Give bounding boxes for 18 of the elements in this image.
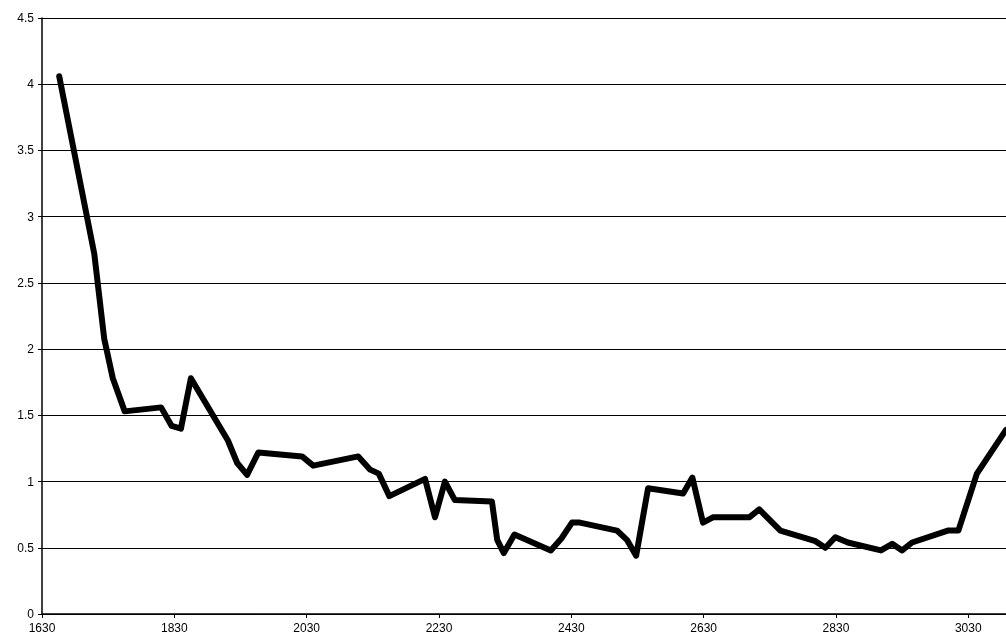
y-tick-label: 3 bbox=[27, 209, 35, 224]
x-tick-label: 2630 bbox=[690, 621, 718, 635]
x-tick-label: 2030 bbox=[293, 621, 321, 635]
y-tick-label: 4 bbox=[27, 77, 35, 92]
x-tick-label: 2230 bbox=[425, 621, 453, 635]
x-tick-label: 1630 bbox=[28, 621, 56, 635]
x-tick-label: 2430 bbox=[557, 621, 585, 635]
x-tick-label: 3030 bbox=[954, 621, 982, 635]
y-tick-label: 4.5 bbox=[17, 11, 35, 25]
y-tick-label: 2.5 bbox=[17, 275, 35, 290]
y-tick-label: 2 bbox=[27, 342, 35, 357]
y-tick-label: 1 bbox=[27, 474, 35, 489]
y-tick-label: 0.5 bbox=[17, 540, 35, 555]
y-tick-label: 3.5 bbox=[17, 143, 35, 158]
x-tick-label: 2830 bbox=[822, 621, 850, 635]
x-tick-label: 1830 bbox=[160, 621, 188, 635]
y-tick-label: 1.5 bbox=[17, 408, 35, 423]
y-tick-label: 0 bbox=[27, 607, 35, 621]
